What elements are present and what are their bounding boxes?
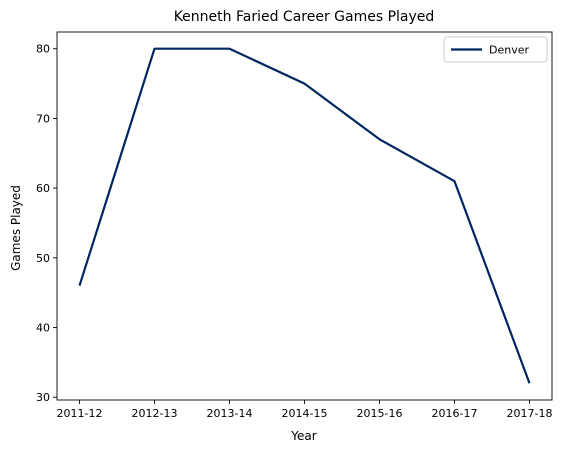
x-tick-label: 2017-18 — [507, 407, 553, 420]
y-axis-ticks: 30 40 50 60 70 80 — [36, 43, 57, 404]
series-line-0 — [78, 47, 531, 384]
x-axis-label: Year — [290, 429, 316, 443]
legend-box — [443, 36, 548, 63]
x-tick-label: 2016-17 — [432, 407, 478, 420]
plot-area — [56, 31, 553, 401]
plot-frame — [56, 31, 553, 401]
y-tick-label: 80 — [36, 43, 50, 56]
x-tick-label: 2014-15 — [282, 407, 328, 420]
y-tick-label: 30 — [36, 391, 50, 404]
y-tick-label: 60 — [36, 182, 50, 195]
x-tick-label: 2013-14 — [207, 407, 253, 420]
legend: Denver — [443, 36, 548, 63]
y-tick-label: 70 — [36, 112, 50, 125]
y-tick-label: 50 — [36, 252, 50, 265]
y-axis-label: Games Played — [9, 185, 23, 271]
legend-entry-label: Denver — [489, 44, 529, 57]
y-tick-label: 40 — [36, 322, 50, 335]
x-tick-label: 2012-13 — [132, 407, 178, 420]
chart-title: Kenneth Faried Career Games Played — [174, 9, 435, 25]
x-tick-label: 2011-12 — [57, 407, 103, 420]
x-axis-ticks: 2011-12 2012-13 2013-14 2014-15 2015-16 2016-… — [57, 400, 553, 420]
x-tick-label: 2015-16 — [357, 407, 403, 420]
